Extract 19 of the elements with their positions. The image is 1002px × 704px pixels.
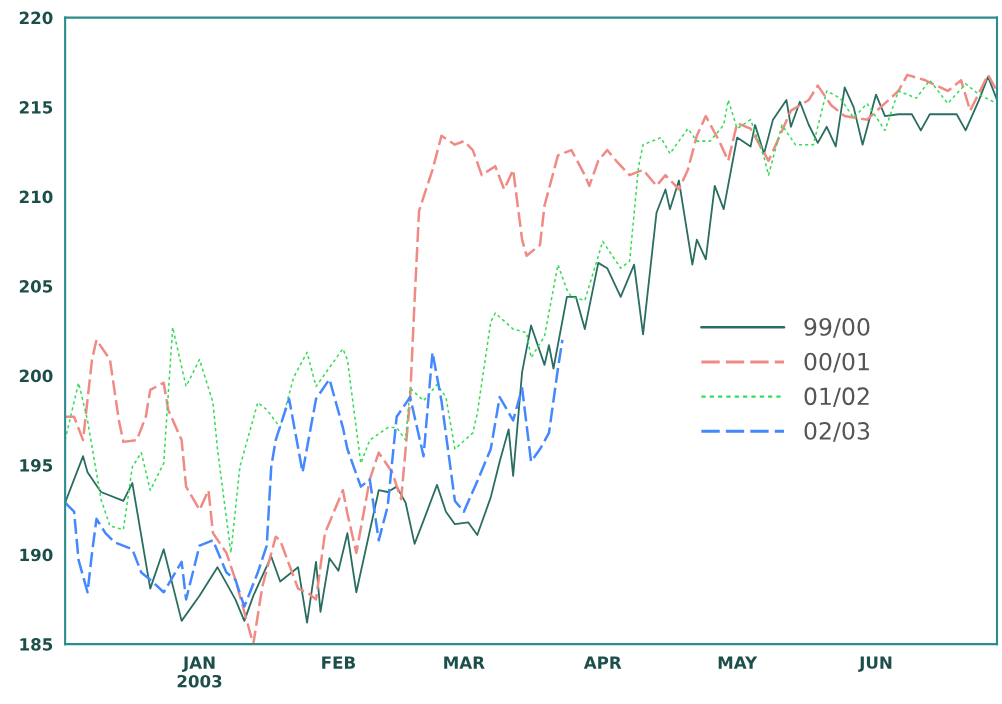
x-tick-label: APR	[583, 656, 622, 669]
x-tick-label: JAN 2003	[177, 656, 222, 688]
y-tick-label: 220	[19, 11, 53, 25]
y-tick-label: 215	[19, 101, 53, 114]
y-tick-label: 195	[20, 459, 53, 472]
x-tick-label: MAR	[444, 656, 485, 669]
legend-label: 01/02	[804, 387, 869, 408]
x-tick-label: FEB	[322, 656, 355, 669]
legend-label: 00/01	[804, 352, 869, 373]
y-tick-label: 190	[20, 548, 53, 562]
line-series	[65, 338, 564, 608]
x-tick-label: MAY	[718, 656, 758, 669]
y-tick-label: 210	[19, 190, 53, 204]
legend-label: 99/00	[804, 318, 870, 338]
y-tick-label: 200	[19, 369, 53, 383]
legend-label: 02/03	[804, 421, 870, 442]
x-tick-label: JUN	[858, 656, 892, 672]
y-tick-label: 185	[20, 638, 53, 651]
y-tick-label: 205	[19, 280, 53, 293]
